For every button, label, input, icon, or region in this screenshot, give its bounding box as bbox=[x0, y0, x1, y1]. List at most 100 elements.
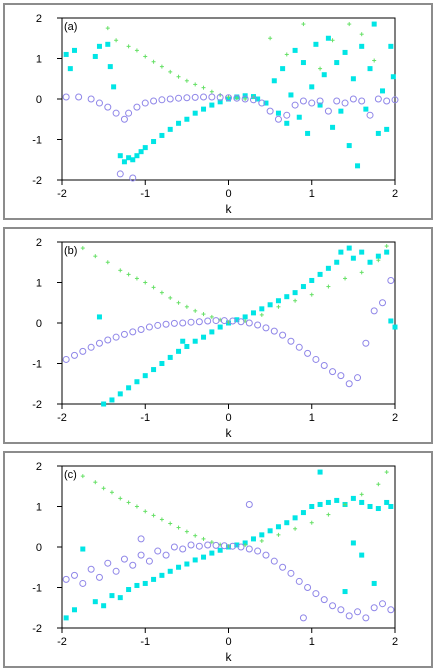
series-cross bbox=[80, 470, 389, 549]
data-point-open bbox=[304, 349, 312, 357]
series-open-circle bbox=[62, 276, 395, 388]
data-point-filled bbox=[359, 249, 365, 255]
data-point-filled bbox=[325, 499, 331, 505]
data-point-cross bbox=[376, 258, 381, 263]
data-point-open bbox=[204, 541, 212, 549]
data-point-open bbox=[145, 557, 153, 565]
data-point-cross bbox=[134, 504, 139, 509]
x-axis-label: k bbox=[226, 426, 233, 440]
data-point-cross bbox=[134, 276, 139, 281]
chart-panel: -2 -1 0 1 2 -2 -1 0 1 2 k (c) bbox=[3, 451, 433, 668]
data-point-cross bbox=[201, 85, 206, 90]
data-point-open bbox=[266, 107, 274, 115]
series-open-circle bbox=[62, 93, 399, 182]
x-tick-label: 2 bbox=[392, 636, 398, 648]
y-tick-label: 1 bbox=[36, 278, 42, 290]
data-point-open bbox=[262, 324, 270, 332]
data-point-filled bbox=[101, 401, 107, 407]
data-point-filled bbox=[67, 66, 73, 72]
data-point-open bbox=[158, 96, 166, 104]
data-point-open bbox=[129, 328, 137, 336]
data-point-filled bbox=[388, 504, 394, 509]
data-point-filled bbox=[263, 100, 269, 106]
x-tick-label: -1 bbox=[140, 412, 150, 424]
data-point-filled bbox=[242, 540, 248, 546]
data-point-open bbox=[279, 563, 287, 571]
data-point-open bbox=[70, 571, 78, 579]
x-tick-label: 1 bbox=[309, 412, 315, 424]
data-point-open bbox=[362, 614, 370, 622]
data-point-cross bbox=[234, 96, 239, 101]
data-point-filled bbox=[384, 249, 390, 255]
data-point-filled bbox=[292, 47, 298, 53]
data-point-cross bbox=[80, 246, 85, 251]
data-point-open bbox=[70, 351, 78, 359]
data-point-filled bbox=[96, 314, 102, 320]
y-tick-label: 0 bbox=[36, 94, 42, 106]
data-point-filled bbox=[390, 74, 396, 80]
data-point-filled bbox=[275, 110, 281, 116]
data-point-filled bbox=[159, 572, 165, 578]
data-point-open bbox=[212, 541, 220, 549]
series-open-circle bbox=[62, 500, 395, 622]
y-tick-label: 0 bbox=[36, 542, 42, 554]
data-point-filled bbox=[134, 582, 140, 588]
y-tick-label: 2 bbox=[36, 13, 42, 25]
data-point-open bbox=[87, 343, 95, 351]
data-point-open bbox=[162, 551, 170, 559]
data-point-open bbox=[245, 319, 253, 327]
data-point-cross bbox=[293, 298, 298, 303]
data-point-open bbox=[166, 95, 174, 103]
data-point-filled bbox=[167, 568, 173, 574]
data-point-open bbox=[374, 95, 382, 103]
data-point-cross bbox=[193, 533, 198, 538]
data-point-cross bbox=[168, 521, 173, 526]
data-point-filled bbox=[130, 157, 136, 163]
data-point-filled bbox=[330, 124, 336, 130]
data-point-filled bbox=[280, 66, 286, 72]
data-point-cross bbox=[209, 540, 214, 545]
data-point-open bbox=[216, 93, 224, 101]
data-point-open bbox=[141, 99, 149, 107]
data-point-filled bbox=[350, 495, 356, 501]
data-point-open bbox=[125, 109, 133, 117]
data-point-open bbox=[341, 99, 349, 107]
data-point-filled bbox=[321, 72, 327, 78]
data-point-filled bbox=[259, 532, 265, 538]
panel-label: (b) bbox=[64, 245, 77, 257]
data-point-cross bbox=[226, 94, 231, 99]
data-point-cross bbox=[159, 290, 164, 295]
data-point-filled bbox=[300, 284, 306, 290]
data-point-cross bbox=[330, 38, 335, 43]
data-point-cross bbox=[151, 285, 156, 290]
data-point-open bbox=[312, 590, 320, 598]
data-point-filled bbox=[180, 338, 186, 344]
data-point-open bbox=[308, 99, 316, 107]
data-point-filled bbox=[317, 469, 323, 475]
data-point-filled bbox=[371, 21, 377, 27]
data-point-filled bbox=[317, 102, 323, 108]
y-tick-label: -2 bbox=[32, 175, 42, 187]
data-point-filled bbox=[275, 524, 281, 530]
data-point-open bbox=[299, 614, 307, 622]
data-point-cross bbox=[384, 470, 389, 475]
data-point-filled bbox=[71, 47, 77, 53]
data-point-cross bbox=[193, 308, 198, 313]
data-point-cross bbox=[105, 260, 110, 265]
data-point-filled bbox=[192, 557, 198, 563]
data-point-cross bbox=[93, 254, 98, 259]
data-point-cross bbox=[326, 512, 331, 517]
data-point-cross bbox=[151, 513, 156, 518]
data-point-filled bbox=[63, 615, 69, 621]
data-point-open bbox=[312, 355, 320, 363]
data-point-cross bbox=[159, 517, 164, 522]
data-point-open bbox=[137, 325, 145, 333]
data-point-open bbox=[62, 355, 70, 363]
x-tick-label: 0 bbox=[225, 188, 231, 200]
data-point-filled bbox=[350, 76, 356, 82]
data-point-cross bbox=[126, 500, 131, 505]
data-point-filled bbox=[71, 607, 77, 613]
data-point-filled bbox=[300, 510, 306, 516]
data-point-open bbox=[279, 331, 287, 339]
data-point-open bbox=[274, 115, 282, 123]
